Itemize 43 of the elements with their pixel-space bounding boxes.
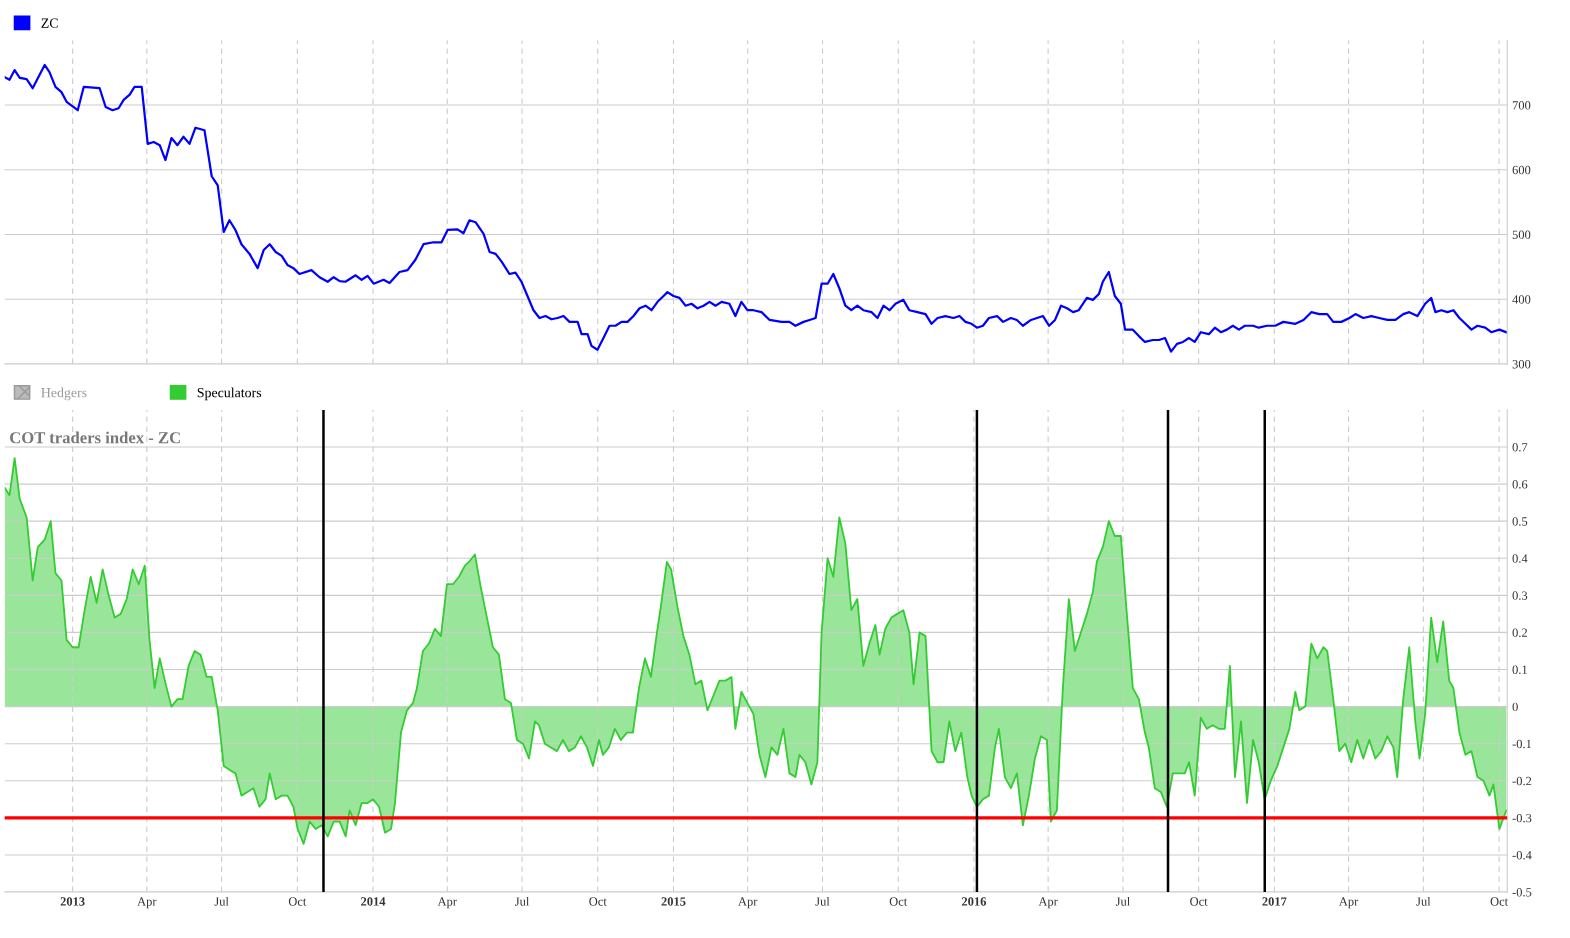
x-tick-label: 2016 <box>961 897 987 906</box>
y-tick-label: 500 <box>1512 230 1531 239</box>
x-tick-label: Oct <box>589 897 607 906</box>
x-tick-label: Apr <box>137 897 157 909</box>
y-tick-label: 300 <box>1512 359 1531 369</box>
x-tick-label: Jul <box>515 896 530 906</box>
line-series <box>4 63 1508 353</box>
x-tick-label: Oct <box>1190 897 1208 906</box>
x-tick-label: Jul <box>815 896 830 906</box>
legend-label: ZC <box>41 18 58 28</box>
y-tick-label: -0.5 <box>1512 888 1532 897</box>
x-tick-label: Oct <box>889 897 908 906</box>
x-tick-label: Jul <box>1115 896 1130 906</box>
y-tick-label: 0.2 <box>1512 628 1527 637</box>
x-tick-label: 2017 <box>1262 897 1287 906</box>
x-tick-label: Apr <box>738 897 758 909</box>
y-tick-label: -0.2 <box>1512 776 1532 786</box>
legend-label: Speculators <box>197 387 262 401</box>
y-tick-label: 600 <box>1512 165 1531 175</box>
y-tick-label: 700 <box>1512 101 1531 110</box>
x-tick-label: Jul <box>1416 896 1431 906</box>
x-tick-label: Apr <box>1038 897 1058 909</box>
x-tick-label: Oct <box>1490 897 1509 906</box>
y-tick-label: 0.3 <box>1512 591 1528 600</box>
y-tick-label: -0.3 <box>1512 813 1532 823</box>
y-tick-label: 0.7 <box>1512 443 1528 452</box>
x-tick-label: Jul <box>214 896 229 906</box>
y-tick-label: -0.4 <box>1512 850 1532 860</box>
y-tick-label: 0.5 <box>1512 517 1528 526</box>
x-tick-label: 2015 <box>661 897 686 906</box>
y-tick-label: 0 <box>1512 702 1518 712</box>
y-tick-label: -0.1 <box>1512 739 1532 749</box>
y-tick-label: 0.1 <box>1512 665 1527 675</box>
x-tick-label: 2013 <box>60 897 85 906</box>
y-tick-label: 0.4 <box>1512 554 1528 563</box>
x-tick-label: 2014 <box>361 897 386 906</box>
text: Hedgers <box>41 387 87 401</box>
x-tick-label: Apr <box>437 897 457 909</box>
y-tick-label: 400 <box>1512 295 1531 304</box>
x-tick-label: Oct <box>288 897 307 906</box>
y-tick-label: 0.6 <box>1512 480 1528 489</box>
text: COT traders index - ZC <box>10 431 180 444</box>
x-tick-label: Apr <box>1338 897 1359 909</box>
